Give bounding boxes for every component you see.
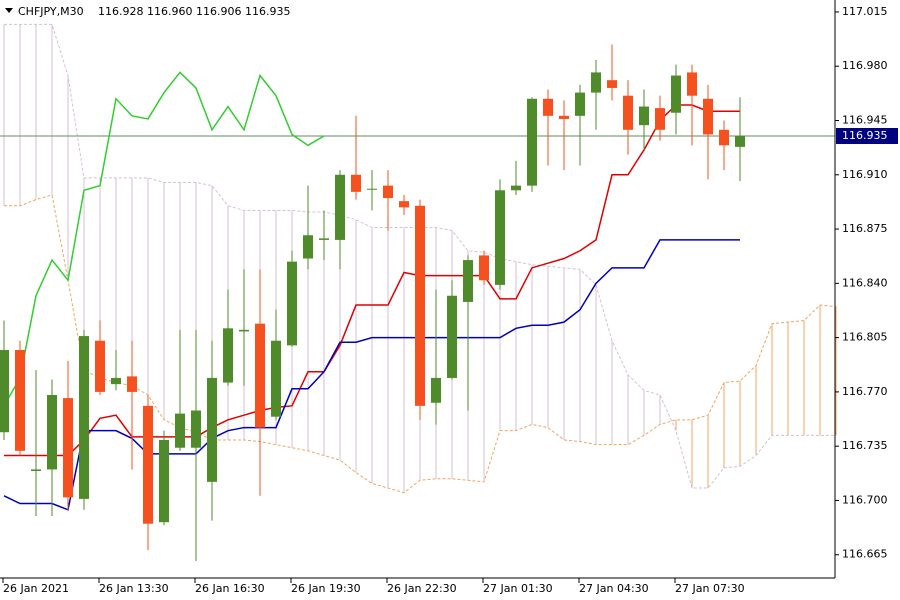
candle-body [687,72,697,96]
y-tick-label: 116.910 [842,168,888,181]
header-ohlc: 116.906 [196,5,242,18]
candle-body [655,108,665,130]
x-tick-label: 26 Jan 19:30 [291,582,361,595]
candle-body [191,410,201,448]
indicator-line [3,239,740,511]
y-tick-label: 116.700 [842,493,888,506]
candle-body [543,98,553,116]
candle-body [271,340,281,417]
candle-body [719,129,729,146]
last-price-box [836,128,898,145]
candle-body [671,75,681,113]
candle-body [31,469,41,471]
y-tick-label: 116.980 [842,59,888,72]
y-tick-label: 116.805 [842,331,888,344]
candle-body [303,235,313,259]
x-tick-label: 27 Jan 04:30 [579,582,649,595]
candle-body [47,395,57,470]
header-ohlc: 116.928 [98,5,144,18]
candle-body [735,136,745,147]
x-tick-label: 26 Jan 22:30 [387,582,457,595]
candle-body [591,72,601,93]
x-tick-label: 27 Jan 07:30 [675,582,745,595]
y-tick-label: 116.665 [842,548,888,561]
indicator-line [3,71,325,407]
candle-body [239,329,249,332]
candle-body [703,98,713,135]
candle-body [623,95,633,130]
candle-body [335,174,345,240]
candle-body [63,398,73,498]
candle-body [223,328,233,383]
candle-body [127,376,137,392]
candle-body [415,205,425,406]
candle-body [143,405,153,524]
candle-body [0,350,9,433]
y-tick-label: 116.770 [842,385,888,398]
candle-body [527,98,537,186]
candle-body [399,201,409,208]
candle-body [287,261,297,346]
y-tick-label: 116.735 [842,439,888,452]
x-tick-label: 26 Jan 13:30 [99,582,169,595]
candle-body [511,185,521,191]
y-tick-label: 117.015 [842,5,888,18]
header-ohlc: 116.960 [147,5,193,18]
candle-body [639,106,649,126]
candle-body [351,174,361,192]
candle-body [447,295,457,378]
candle-body [111,377,121,385]
y-tick-label: 116.875 [842,222,888,235]
chart-title: CHFJPY,M30 [18,5,84,18]
candle-body [495,190,505,285]
candle-body [319,238,329,240]
x-tick-label: 26 Jan 2021 [3,582,69,595]
candle-body [431,377,441,403]
x-tick-label: 26 Jan 16:30 [195,582,265,595]
candle-body [175,413,185,448]
menu-triangle[interactable] [5,8,13,13]
y-tick-label: 116.840 [842,276,888,289]
candle-body [575,92,585,116]
candle-body [367,188,377,190]
candle-body [383,185,393,199]
span-a-line [4,194,837,494]
candle-body [15,350,25,451]
header-ohlc: 116.935 [245,5,291,18]
candle-body [79,336,89,499]
candle-body [559,115,569,119]
y-tick-label: 116.945 [842,114,888,127]
x-tick-label: 27 Jan 01:30 [483,582,553,595]
last-price-label: 116.935 [842,129,888,142]
candle-body [463,260,473,302]
candle-body [479,255,489,281]
candle-body [255,323,265,428]
plot-area [0,23,837,561]
candle-body [607,80,617,88]
candle-body [159,439,169,523]
candle-body [95,340,105,392]
indicator-line [4,104,740,457]
candle-body [207,377,217,482]
